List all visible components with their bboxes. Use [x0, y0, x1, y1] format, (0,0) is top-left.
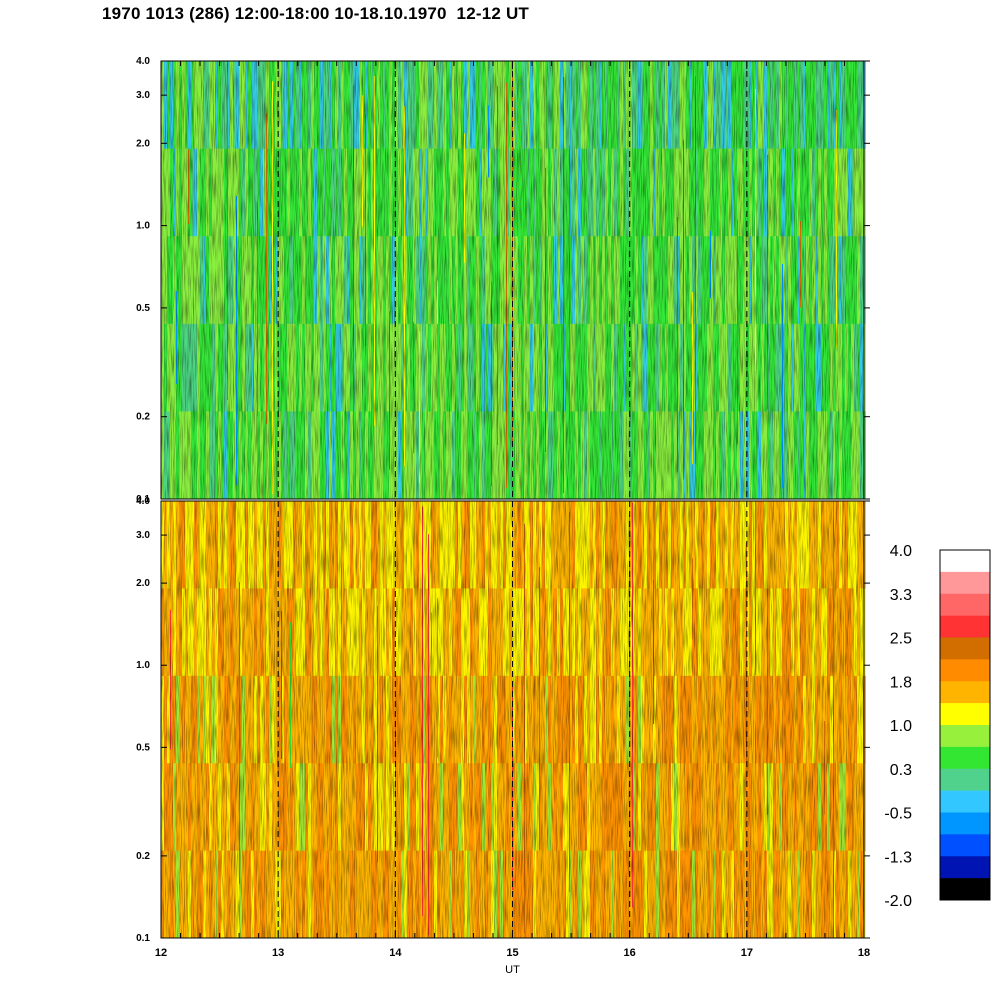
y-tick-label: 4.0 [136, 56, 150, 67]
colorbar-label: -1.3 [884, 849, 912, 866]
colorbar-swatch [940, 878, 990, 901]
colorbar-label: 3.3 [890, 587, 912, 604]
colorbar-label: -2.0 [884, 893, 912, 910]
colorbar-swatch [940, 812, 990, 835]
colorbar-swatch [940, 571, 990, 595]
colorbar-label: 1.8 [890, 674, 912, 691]
colorbar-swatch [940, 703, 990, 726]
x-axis-label: UT [505, 964, 520, 976]
colorbar-label: 1.0 [890, 718, 912, 735]
y-tick-label: 2.0 [136, 578, 150, 589]
colorbar-swatch [940, 681, 990, 704]
colorbar-swatch [940, 550, 990, 573]
y-tick-label: 2.0 [136, 138, 150, 149]
colorbar-frame [939, 549, 991, 901]
panel-lower: 0.1 0.2 0.5 1.0 2.0 3.0 4.0 [136, 496, 870, 944]
x-tick-label: 12 [155, 947, 167, 959]
y-tick-label: 0.2 [136, 412, 150, 423]
colorbar-swatch [940, 768, 990, 791]
colorbar-label: 2.5 [890, 631, 912, 648]
y-tick-label: 3.0 [136, 90, 150, 101]
y-tick-label: 0.5 [136, 742, 150, 753]
y-tick-label: 1.0 [136, 660, 150, 671]
x-tick-label: 13 [272, 947, 284, 959]
colorbar-swatch [940, 856, 990, 879]
colorbar-label: -0.5 [884, 806, 912, 823]
panel-upper: 0.1 0.2 0.5 1.0 2.0 3.0 4.0 [136, 56, 870, 505]
colorbar-swatch [940, 834, 990, 857]
colorbar-label: 4.0 [890, 543, 912, 560]
y-tick-label: 0.1 [136, 933, 150, 944]
chart-title: 1970 1013 (286) 12:00-18:00 10-18.10.197… [102, 4, 529, 23]
x-tick-label: 18 [858, 947, 870, 959]
colorbar-swatch [940, 725, 990, 748]
y-tick-label: 0.2 [136, 851, 150, 862]
y-tick-label: 3.0 [136, 530, 150, 541]
colorbar-swatch [940, 593, 990, 616]
colorbar-swatch [940, 659, 990, 682]
y-tick-label: 0.5 [136, 303, 150, 314]
x-tick-label: 15 [506, 947, 518, 959]
colorbar-swatch [940, 637, 990, 660]
x-tick-label: 16 [624, 947, 636, 959]
colorbar-swatch [940, 746, 990, 770]
colorbar-swatch [940, 615, 990, 638]
y-tick-label: 0.1 [136, 494, 150, 505]
colorbar-label: 0.3 [890, 762, 912, 779]
colorbar-swatch [940, 790, 990, 813]
x-tick-label: 14 [389, 947, 402, 959]
y-tick-label: 1.0 [136, 221, 150, 232]
y-tick-label: 4.0 [136, 496, 150, 507]
x-tick-label: 17 [741, 947, 753, 959]
